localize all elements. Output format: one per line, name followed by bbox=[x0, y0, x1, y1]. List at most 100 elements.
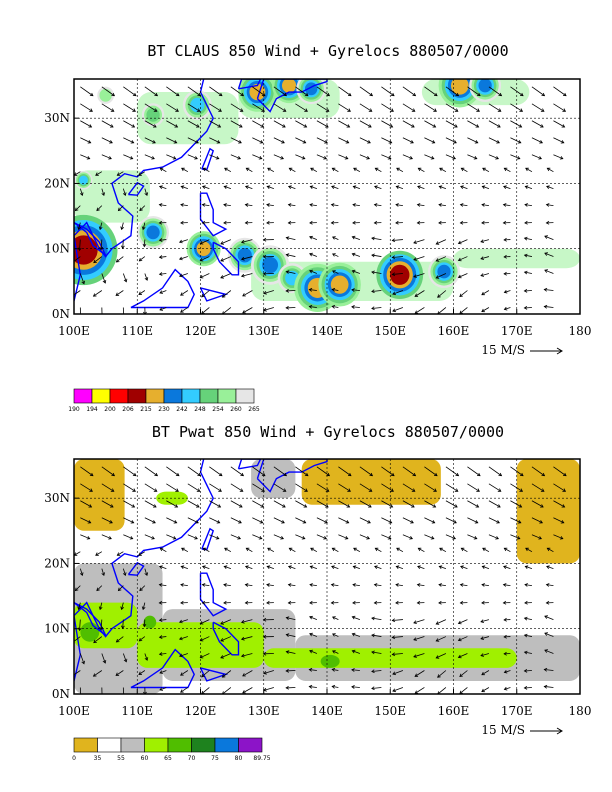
wind-vector bbox=[338, 517, 349, 524]
wind-vector bbox=[402, 500, 415, 508]
wind-vector bbox=[78, 222, 81, 230]
wind-vector bbox=[123, 154, 133, 160]
wind-vector-head bbox=[352, 583, 356, 587]
wind-vector bbox=[359, 103, 373, 112]
wind-vector bbox=[241, 239, 253, 243]
wind-vector bbox=[488, 517, 500, 524]
wind-vector bbox=[118, 205, 124, 211]
wind-vector bbox=[295, 534, 305, 540]
wind-vector-head bbox=[374, 565, 378, 569]
wind-vector bbox=[392, 636, 403, 638]
wind-vector bbox=[142, 222, 146, 230]
wind-vector-head bbox=[144, 572, 149, 577]
wind-vector bbox=[510, 483, 523, 492]
wind-vector-head bbox=[117, 587, 122, 592]
wind-vector-head bbox=[282, 124, 286, 128]
wind-vector-head bbox=[368, 504, 372, 508]
wind-vector-head bbox=[330, 220, 335, 225]
wind-vector bbox=[101, 500, 114, 508]
wind-vector-head bbox=[263, 290, 267, 295]
wind-vector bbox=[200, 273, 210, 279]
wind-vector-head bbox=[481, 203, 485, 207]
wind-vector-head bbox=[92, 293, 97, 297]
wind-vector bbox=[371, 617, 382, 620]
wind-vector bbox=[139, 636, 146, 642]
wind-vector bbox=[351, 289, 360, 291]
wind-vector bbox=[316, 500, 329, 508]
wind-vector-head bbox=[523, 305, 528, 310]
wind-vector bbox=[371, 651, 382, 654]
wind-vector-head bbox=[262, 254, 267, 259]
wind-vector bbox=[101, 466, 115, 477]
wind-vector bbox=[488, 534, 499, 540]
wind-vector bbox=[273, 120, 286, 128]
wind-vector bbox=[93, 670, 103, 677]
wind-vector bbox=[524, 670, 532, 672]
wind-vector-head bbox=[244, 600, 249, 605]
wind-vector bbox=[79, 239, 81, 251]
wind-vector-head bbox=[345, 520, 350, 524]
wind-vector-head bbox=[413, 274, 417, 278]
wind-vector bbox=[121, 222, 124, 230]
wind-vector bbox=[359, 517, 371, 524]
wind-vector bbox=[139, 585, 146, 591]
wind-vector bbox=[252, 500, 264, 508]
wind-vector bbox=[371, 237, 382, 240]
wind-vector-head bbox=[109, 520, 113, 524]
wind-vector bbox=[123, 137, 134, 144]
wind-vector-head bbox=[223, 220, 227, 225]
wind-vector-head bbox=[194, 536, 198, 540]
wind-vector bbox=[414, 307, 425, 314]
colorbar-label: 55 bbox=[117, 755, 125, 762]
wind-vector bbox=[445, 517, 457, 524]
wind-vector-head bbox=[111, 472, 116, 477]
wind-vector-head bbox=[174, 504, 179, 508]
wind-vector bbox=[546, 186, 554, 190]
wind-vector-head bbox=[480, 636, 485, 640]
wind-vector bbox=[488, 154, 499, 160]
wind-vector-head bbox=[435, 638, 440, 642]
wind-vector bbox=[242, 290, 253, 297]
wind-vector bbox=[352, 253, 361, 257]
wind-vector bbox=[503, 186, 511, 190]
wind-vector bbox=[209, 86, 223, 97]
wind-vector-head bbox=[416, 203, 421, 207]
wind-vector bbox=[230, 120, 243, 128]
wind-vector bbox=[181, 167, 189, 173]
wind-vector bbox=[374, 186, 382, 190]
wind-vector bbox=[524, 307, 532, 309]
wind-vector-head bbox=[503, 617, 507, 622]
wind-vector bbox=[510, 86, 524, 97]
wind-vector bbox=[504, 167, 511, 173]
wind-vector-head bbox=[543, 667, 548, 672]
wind-vector bbox=[309, 306, 317, 308]
wind-vector bbox=[467, 120, 479, 128]
wind-vector-head bbox=[476, 488, 480, 492]
wind-vector-head bbox=[201, 600, 206, 605]
wind-vector-head bbox=[459, 220, 464, 225]
convection-cell bbox=[330, 275, 349, 294]
wind-vector-head bbox=[266, 203, 270, 207]
wind-vector bbox=[96, 205, 103, 211]
wind-vector bbox=[267, 186, 274, 190]
wind-vector bbox=[187, 154, 198, 160]
convection-cell bbox=[437, 264, 451, 279]
wind-vector-head bbox=[245, 547, 250, 552]
wind-vector bbox=[524, 634, 533, 637]
wind-vector-head bbox=[352, 600, 356, 605]
wind-vector bbox=[166, 120, 178, 128]
wind-vector bbox=[288, 186, 296, 190]
wind-vector bbox=[117, 171, 124, 176]
wind-vector bbox=[332, 270, 339, 274]
wind-vector-head bbox=[287, 220, 292, 225]
wind-vector-head bbox=[283, 92, 288, 97]
wind-vector-head bbox=[373, 583, 378, 587]
wind-vector bbox=[295, 154, 305, 160]
colorbar-swatch bbox=[181, 388, 201, 404]
wind-vector-head bbox=[142, 243, 147, 248]
wind-vector-head bbox=[79, 572, 84, 577]
wind-vector-head bbox=[309, 615, 313, 620]
wind-vector bbox=[200, 619, 210, 625]
wind-vector-head bbox=[392, 688, 396, 693]
wind-vector bbox=[504, 547, 511, 553]
